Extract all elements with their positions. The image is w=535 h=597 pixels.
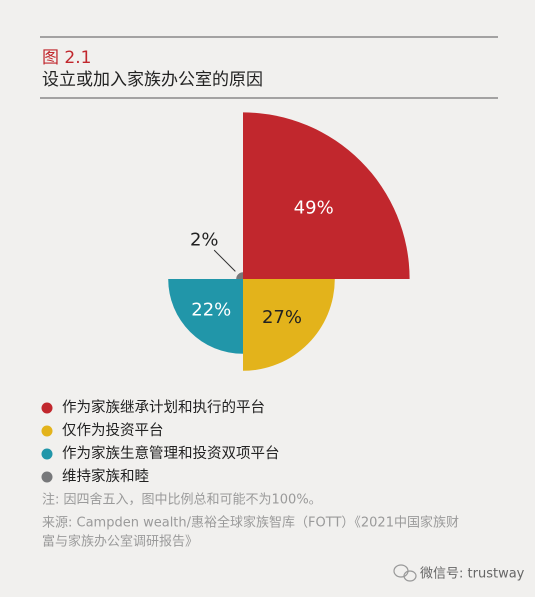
rose-sector (243, 279, 335, 371)
watermark-icon (393, 564, 417, 582)
leader-line (213, 249, 236, 272)
legend-label: 作为家族继承计划和执行的平台 (62, 399, 265, 416)
source: 来源: Campden wealth/惠裕全球家族智库（FOTT）《2021中国… (42, 515, 459, 531)
rose-sector (168, 279, 243, 354)
data-label: 22% (191, 300, 231, 321)
legend-marker (41, 448, 53, 460)
watermark: 微信号: trustway (420, 567, 525, 582)
data-label: 27% (262, 307, 302, 328)
legend-marker (41, 471, 53, 483)
source: 富与家族办公室调研报告》 (42, 534, 198, 550)
legend-label: 仅作为投资平台 (62, 422, 164, 439)
rose-sector (243, 112, 410, 280)
rose-sector (236, 272, 243, 279)
data-label: 2% (190, 229, 219, 250)
legend-label: 作为家族生意管理和投资双项平台 (62, 444, 280, 462)
data-label: 49% (294, 197, 334, 218)
legend-marker (41, 402, 53, 414)
note: 注: 因四舍五入，图中比例总和可能不为100%。 (42, 493, 322, 508)
figure-label: 图 2.1 (42, 48, 91, 68)
chart-title: 设立或加入家族办公室的原因 (42, 70, 263, 90)
legend-label: 维持家族和睦 (62, 468, 149, 485)
legend-marker (41, 425, 53, 437)
